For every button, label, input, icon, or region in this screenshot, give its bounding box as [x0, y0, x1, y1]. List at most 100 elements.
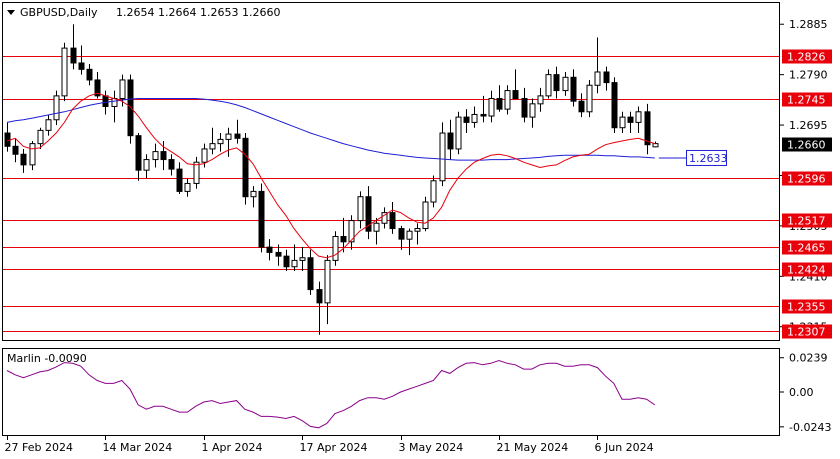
level-price-tag: [782, 171, 832, 186]
bear-candle: [242, 137, 249, 198]
time-tick-label: 21 May 2024: [497, 441, 569, 454]
level-price-label: 1.2826: [787, 51, 826, 64]
bull-candle: [635, 111, 642, 123]
bear-candle: [266, 246, 273, 253]
time-tick-label: 1 Apr 2024: [202, 441, 263, 454]
bull-candle: [119, 79, 126, 100]
bear-candle: [168, 159, 175, 170]
time-axis: 27 Feb 2024 14 Mar 2024 1 Apr 2024 17 Apr 2…: [5, 436, 654, 454]
bull-candle: [373, 222, 380, 232]
bull-candle: [29, 143, 36, 166]
level-price-tag: [782, 240, 832, 255]
level-price-label: 1.2517: [787, 215, 826, 228]
bear-candle: [86, 68, 93, 81]
bear-candle: [627, 116, 634, 123]
price-axis: 1.28851.27901.26951.26001.25051.24101.23…: [780, 18, 832, 339]
bear-candle: [307, 257, 314, 291]
marlin-line: [6, 359, 656, 429]
bull-candle: [332, 236, 339, 261]
bull-candle: [291, 259, 298, 268]
price-tick-label: 1.2885: [789, 18, 828, 31]
marlin-tick-label: -0.0243: [789, 421, 831, 434]
bear-candle: [389, 212, 396, 230]
ma-label-box: [686, 149, 727, 166]
bull-candle: [193, 161, 200, 184]
bull-candle: [504, 90, 511, 110]
ma-label: 1.2633: [689, 152, 728, 165]
bull-candle: [209, 143, 216, 150]
bear-candle: [176, 168, 183, 192]
bear-candle: [398, 228, 405, 240]
bull-candle: [225, 133, 232, 140]
bull-candle: [537, 95, 544, 105]
time-tick-label: 17 Apr 2024: [300, 441, 368, 454]
bear-candle: [578, 100, 585, 113]
level-price-label: 1.2424: [787, 264, 826, 277]
level-price-label: 1.2596: [787, 173, 826, 186]
bull-candle: [422, 201, 429, 230]
bear-candle: [496, 98, 503, 110]
bear-candle: [463, 116, 470, 123]
bull-candle: [594, 71, 601, 86]
bear-candle: [316, 289, 323, 304]
bull-candle: [488, 98, 495, 117]
bear-candle: [521, 98, 528, 118]
bear-candle: [570, 76, 577, 102]
bull-candle: [201, 148, 208, 163]
fast-ma-line: [6, 92, 655, 259]
bull-candle: [184, 182, 191, 192]
bull-candle: [562, 76, 569, 92]
current-price-label: 1.2660: [787, 139, 826, 152]
time-tick-label: 14 Mar 2024: [103, 441, 173, 454]
bull-candle: [414, 228, 421, 232]
level-price-label: 1.2355: [787, 301, 826, 314]
bear-candle: [611, 82, 618, 129]
symbol-title[interactable]: GBPUSD,Daily: [20, 6, 98, 19]
bear-candle: [135, 135, 142, 171]
bull-candle: [250, 190, 257, 198]
level-price-tag: [782, 92, 832, 107]
bull-candle: [455, 116, 462, 150]
bear-candle: [340, 236, 347, 243]
symbol-dropdown-icon[interactable]: [7, 10, 15, 15]
marlin-tick-label: 0.0239: [789, 352, 828, 365]
bear-candle: [553, 74, 560, 92]
bear-candle: [4, 132, 11, 147]
level-price-tag: [782, 299, 832, 314]
bear-candle: [283, 255, 290, 268]
main-panel: [2, 2, 780, 341]
bull-candle: [381, 212, 388, 224]
bull-candle: [53, 95, 60, 121]
level-price-tag: [782, 324, 832, 339]
time-tick-label: 6 Jun 2024: [595, 441, 654, 454]
bull-candle: [143, 159, 150, 171]
bull-candle: [406, 230, 413, 240]
marlin-title: Marlin -0.0090: [7, 352, 87, 365]
bull-candle: [348, 220, 355, 243]
bull-candle: [586, 84, 593, 113]
bear-candle: [644, 111, 651, 146]
bear-candle: [94, 79, 101, 97]
bear-candle: [512, 90, 519, 100]
bull-candle: [619, 116, 626, 129]
marlin-layer: 0.0239 0.00 -0.0243: [6, 352, 831, 434]
level-price-tag: [782, 49, 832, 64]
time-tick-label: 27 Feb 2024: [5, 441, 73, 454]
bear-candle: [78, 62, 85, 70]
marlin-tick-label: 0.00: [789, 386, 814, 399]
bear-candle: [102, 95, 109, 107]
bull-candle: [529, 103, 536, 118]
ma-layer: 1.2633: [6, 92, 728, 259]
bull-candle: [217, 138, 224, 145]
bull-candle: [324, 259, 331, 304]
slow-ma-line: [6, 98, 655, 161]
current-price-tag: [782, 137, 832, 152]
level-price-label: 1.2745: [787, 94, 826, 107]
price-tick-label: 1.2790: [789, 69, 828, 82]
bull-candle: [152, 151, 159, 161]
bear-candle: [603, 71, 610, 84]
bear-candle: [447, 132, 454, 150]
bear-candle: [480, 113, 487, 117]
level-price-label: 1.2465: [787, 242, 826, 255]
